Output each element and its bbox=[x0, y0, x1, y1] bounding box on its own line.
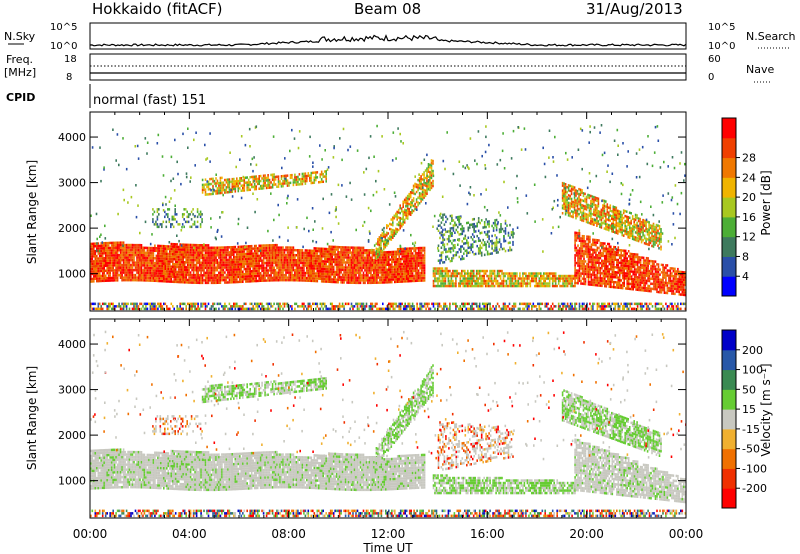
y-tick-label: 4000 bbox=[58, 131, 86, 144]
y-tick-label: 3000 bbox=[58, 384, 86, 397]
date-title: 31/Aug/2013 bbox=[586, 0, 683, 18]
colorbar-tick-label: 24 bbox=[742, 171, 756, 184]
colorbar-tick-label: 200 bbox=[742, 344, 763, 357]
colorbar-swatch bbox=[722, 118, 736, 139]
colorbar-tick-label: 8 bbox=[742, 250, 749, 263]
colorbar-swatch bbox=[722, 369, 736, 390]
colorbar-swatch bbox=[722, 157, 736, 178]
colorbar-swatch bbox=[722, 256, 736, 277]
velocity-x-ticks bbox=[89, 319, 687, 518]
velocity-y-axis: 1000 2000 3000 4000 bbox=[58, 338, 686, 488]
x-axis-title: Time UT bbox=[362, 541, 413, 554]
power-cbar-label: Power [dB] bbox=[759, 170, 773, 235]
nsky-tick-top: 10^5 bbox=[50, 22, 77, 33]
colorbar-swatch bbox=[722, 197, 736, 218]
x-axis-labels: 00:00 04:00 08:00 12:00 16:00 20:00 00:00 bbox=[73, 527, 704, 541]
nsearch-label: N.Search bbox=[746, 30, 796, 43]
velocity-cbar-label: Velocity [m s⁻¹] bbox=[759, 363, 773, 456]
colorbar-tick-label: -15 bbox=[742, 423, 760, 436]
colorbar-swatch bbox=[722, 137, 736, 159]
colorbar-swatch bbox=[722, 428, 736, 450]
colorbar-swatch bbox=[722, 236, 736, 257]
colorbar-tick-label: 20 bbox=[742, 191, 756, 204]
nsky-trace bbox=[89, 34, 687, 47]
colorbar-swatch bbox=[722, 448, 736, 469]
cpid-label: CPID bbox=[6, 91, 35, 104]
colorbar-tick-label: 4 bbox=[742, 270, 749, 283]
station-title: Hokkaido (fitACF) bbox=[92, 0, 223, 18]
colorbar-swatch bbox=[722, 177, 736, 198]
power-heatmap bbox=[90, 124, 686, 311]
nsky-label: N.Sky bbox=[4, 30, 36, 43]
power-y-axis: 1000 2000 3000 4000 bbox=[58, 131, 686, 281]
nave-tick-bottom: 0 bbox=[708, 72, 714, 83]
x-tick-label: 08:00 bbox=[271, 527, 306, 541]
freq-panel: Freq. [MHz] 18 8 60 0 Nave bbox=[4, 53, 774, 83]
colorbar-tick-label: 16 bbox=[742, 211, 756, 224]
colorbar-tick-label: 15 bbox=[742, 403, 756, 416]
nave-label: Nave bbox=[746, 63, 774, 76]
y-tick-label: 1000 bbox=[58, 475, 86, 488]
freq-tick-bottom: 8 bbox=[66, 72, 72, 83]
power-x-ticks bbox=[89, 112, 687, 311]
colorbar-swatch bbox=[722, 330, 736, 351]
velocity-panel: 1000 2000 3000 4000 Slant Range [km] 200 100… bbox=[25, 318, 773, 519]
y-tick-label: 4000 bbox=[58, 338, 86, 351]
freq-unit: [MHz] bbox=[4, 66, 36, 79]
colorbar-tick-label: 100 bbox=[742, 364, 763, 377]
nsky-panel: N.Sky 10^5 10^0 10^5 10^0 N.Search bbox=[4, 22, 796, 52]
colorbar-tick-label: 50 bbox=[742, 383, 756, 396]
colorbar-tick-label: 12 bbox=[742, 231, 756, 244]
colorbar-swatch bbox=[722, 409, 736, 430]
colorbar-swatch bbox=[722, 216, 736, 238]
x-tick-label: 16:00 bbox=[470, 527, 505, 541]
y-tick-label: 3000 bbox=[58, 177, 86, 190]
colorbar-swatch bbox=[722, 389, 736, 410]
x-tick-label: 00:00 bbox=[669, 527, 704, 541]
colorbar-tick-label: -50 bbox=[742, 443, 760, 456]
freq-label: Freq. bbox=[6, 53, 33, 66]
x-tick-label: 00:00 bbox=[73, 527, 108, 541]
nsky-tick-bottom: 10^0 bbox=[50, 41, 77, 52]
colorbar-swatch bbox=[722, 276, 736, 297]
nsearch-tick-bottom: 10^0 bbox=[708, 41, 735, 52]
colorbar-swatch bbox=[722, 468, 736, 489]
colorbar-tick-label: 28 bbox=[742, 152, 756, 165]
power-colorbar: 4 8 12 16 20 24 28 bbox=[721, 117, 756, 297]
beam-title: Beam 08 bbox=[354, 0, 422, 18]
y-tick-label: 1000 bbox=[58, 268, 86, 281]
freq-tick-top: 18 bbox=[64, 54, 77, 65]
x-tick-label: 04:00 bbox=[172, 527, 207, 541]
cpid-panel: CPID normal (fast) 151 bbox=[6, 84, 206, 108]
colorbar-tick-label: -200 bbox=[742, 482, 767, 495]
velocity-ylabel: Slant Range [km] bbox=[25, 366, 39, 470]
nave-tick-top: 60 bbox=[708, 54, 721, 65]
power-panel: 1000 2000 3000 4000 Slant Range [km] 4 8 12 16… bbox=[25, 111, 773, 312]
power-ylabel: Slant Range [km] bbox=[25, 160, 39, 264]
x-tick-label: 12:00 bbox=[371, 527, 406, 541]
colorbar-tick-label: -100 bbox=[742, 462, 767, 475]
velocity-colorbar: 200 100 50 15 -15 -50 -100 -200 bbox=[721, 329, 767, 509]
colorbar-swatch bbox=[722, 349, 736, 371]
y-tick-label: 2000 bbox=[58, 222, 86, 235]
nsearch-tick-top: 10^5 bbox=[708, 22, 735, 33]
x-tick-label: 20:00 bbox=[569, 527, 604, 541]
y-tick-label: 2000 bbox=[58, 429, 86, 442]
velocity-heatmap bbox=[90, 330, 686, 518]
colorbar-swatch bbox=[722, 488, 736, 509]
cpid-value: normal (fast) 151 bbox=[93, 93, 206, 108]
